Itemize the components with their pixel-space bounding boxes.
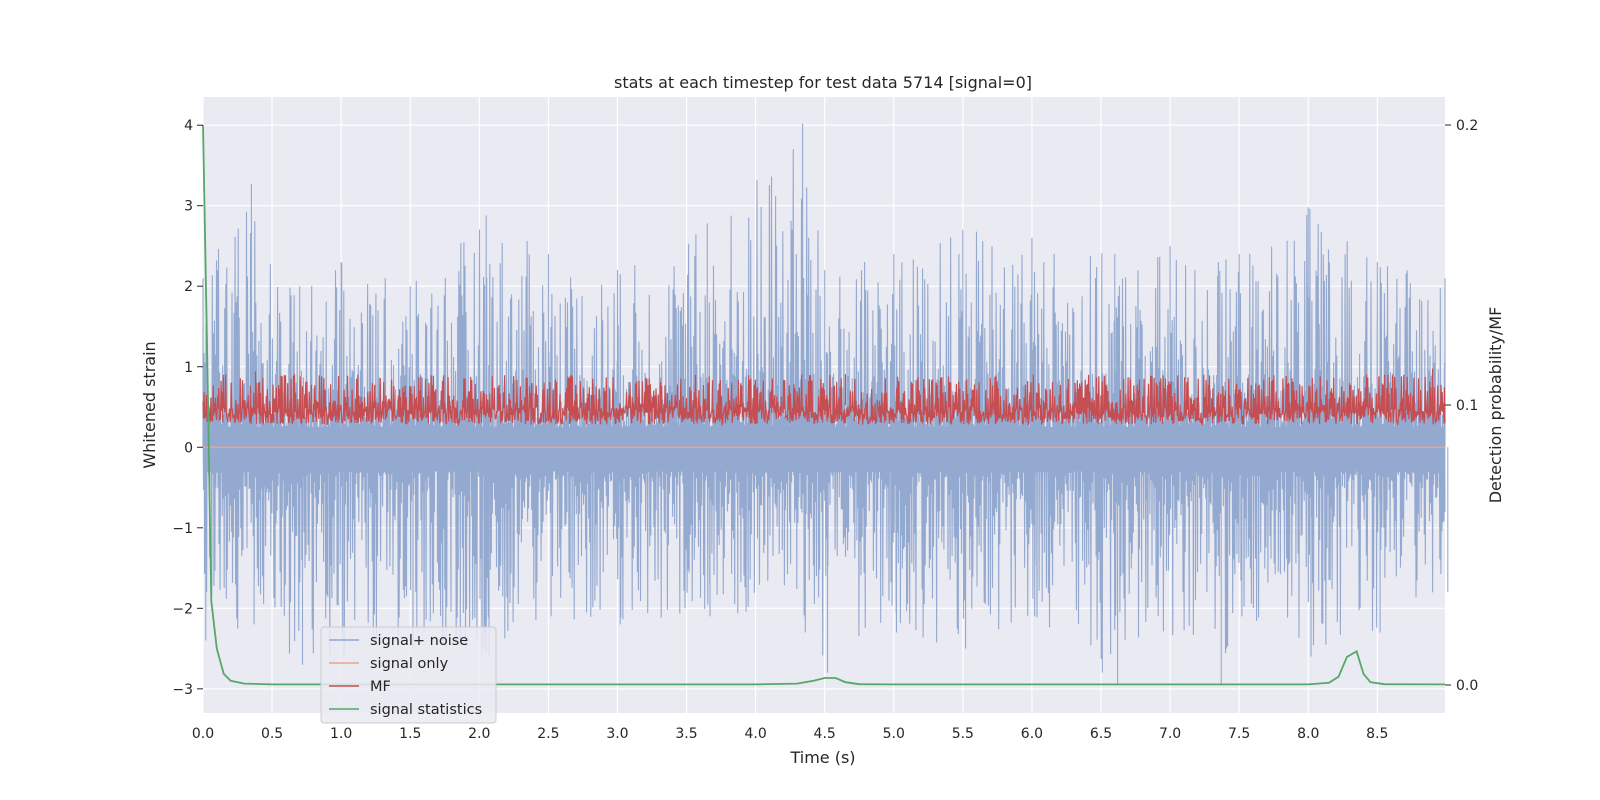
x-tick-label: 1.0 [330, 726, 352, 742]
x-tick-label: 7.0 [1159, 726, 1181, 742]
x-tick-label: 4.0 [744, 726, 766, 742]
series-mf [202, 368, 1446, 427]
x-tick-label: 0.0 [192, 726, 214, 742]
x-tick-label: 2.0 [468, 726, 490, 742]
series-signal-noise [202, 123, 1449, 685]
series-layer [202, 123, 1449, 686]
x-tick-label: 3.5 [675, 726, 697, 742]
x-tick-label: 2.5 [537, 726, 559, 742]
x-tick-label: 4.5 [814, 726, 836, 742]
y-tick-label-left: 2 [184, 279, 193, 295]
y-ticks-left: 4 3 2 1 0 −1 −2 −3 [172, 118, 203, 698]
legend-label-signal-only: signal only [370, 656, 449, 672]
legend-label-signal-noise: signal+ noise [370, 633, 468, 649]
legend-label-signal-statistics: signal statistics [370, 702, 482, 718]
legend-label-mf: MF [370, 679, 391, 695]
y-ticks-right: 0.2 0.1 0.0 [1445, 118, 1478, 694]
y-tick-label-left: 0 [184, 440, 193, 456]
series-signal-statistics [202, 124, 1446, 686]
y-tick-label-right: 0.0 [1456, 678, 1478, 694]
y-tick-label-left: 4 [184, 118, 193, 134]
x-tick-label: 8.5 [1366, 726, 1388, 742]
x-tick-label: 3.0 [606, 726, 628, 742]
legend: signal+ noise signal only MF signal stat… [320, 626, 497, 724]
y-tick-label-left: −1 [172, 521, 193, 537]
y-tick-label-left: 1 [184, 360, 193, 376]
x-tick-label: 1.5 [399, 726, 421, 742]
x-tick-label: 7.5 [1228, 726, 1250, 742]
x-tick-label: 0.5 [261, 726, 283, 742]
x-tick-label: 6.5 [1090, 726, 1112, 742]
x-tick-label: 8.0 [1297, 726, 1319, 742]
x-tick-label: 5.0 [883, 726, 905, 742]
legend-box [320, 626, 497, 724]
y-axis-label-right: Detection probability/MF [1486, 307, 1505, 504]
y-tick-label-right: 0.2 [1456, 118, 1478, 134]
x-ticks: 0.0 0.5 1.0 1.5 2.0 2.5 3.0 3.5 4.0 4.5 5.0 5.5 6.0 6… [192, 726, 1389, 742]
x-axis-label: Time (s) [789, 748, 855, 767]
y-tick-label-left: 3 [184, 199, 193, 215]
chart-title: stats at each timestep for test data 571… [614, 73, 1032, 92]
x-tick-label: 6.0 [1021, 726, 1043, 742]
y-tick-label-left: −2 [172, 601, 193, 617]
x-tick-label: 5.5 [952, 726, 974, 742]
y-tick-label-right: 0.1 [1456, 398, 1478, 414]
y-tick-label-left: −3 [172, 682, 193, 698]
y-axis-label-left: Whitened strain [140, 341, 159, 468]
